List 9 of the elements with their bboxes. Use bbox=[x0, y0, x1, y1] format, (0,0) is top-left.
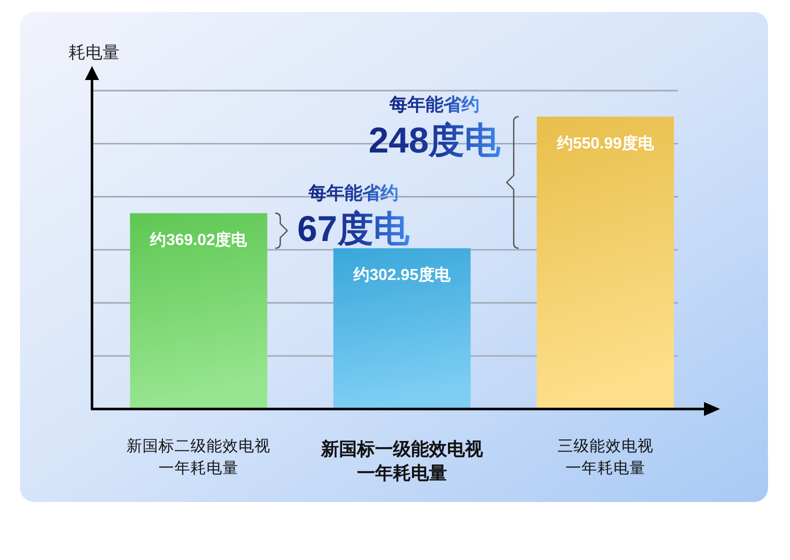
annotation: 每年能省约 248度电 bbox=[368, 94, 502, 161]
annotation: 每年能省约 67度电 bbox=[297, 183, 410, 250]
data-label: 约302.95度电 bbox=[352, 265, 452, 284]
x-tick-label: 新国标一级能效电视一年耗电量 bbox=[320, 439, 483, 483]
x-tick-label: 三级能效电视一年耗电量 bbox=[557, 437, 654, 477]
x-tick-label: 新国标二级能效电视一年耗电量 bbox=[126, 437, 271, 477]
data-label: 约369.02度电 bbox=[149, 230, 248, 250]
data-label: 约550.99度电 bbox=[556, 134, 655, 153]
y-axis-title: 耗电量 bbox=[68, 43, 120, 62]
